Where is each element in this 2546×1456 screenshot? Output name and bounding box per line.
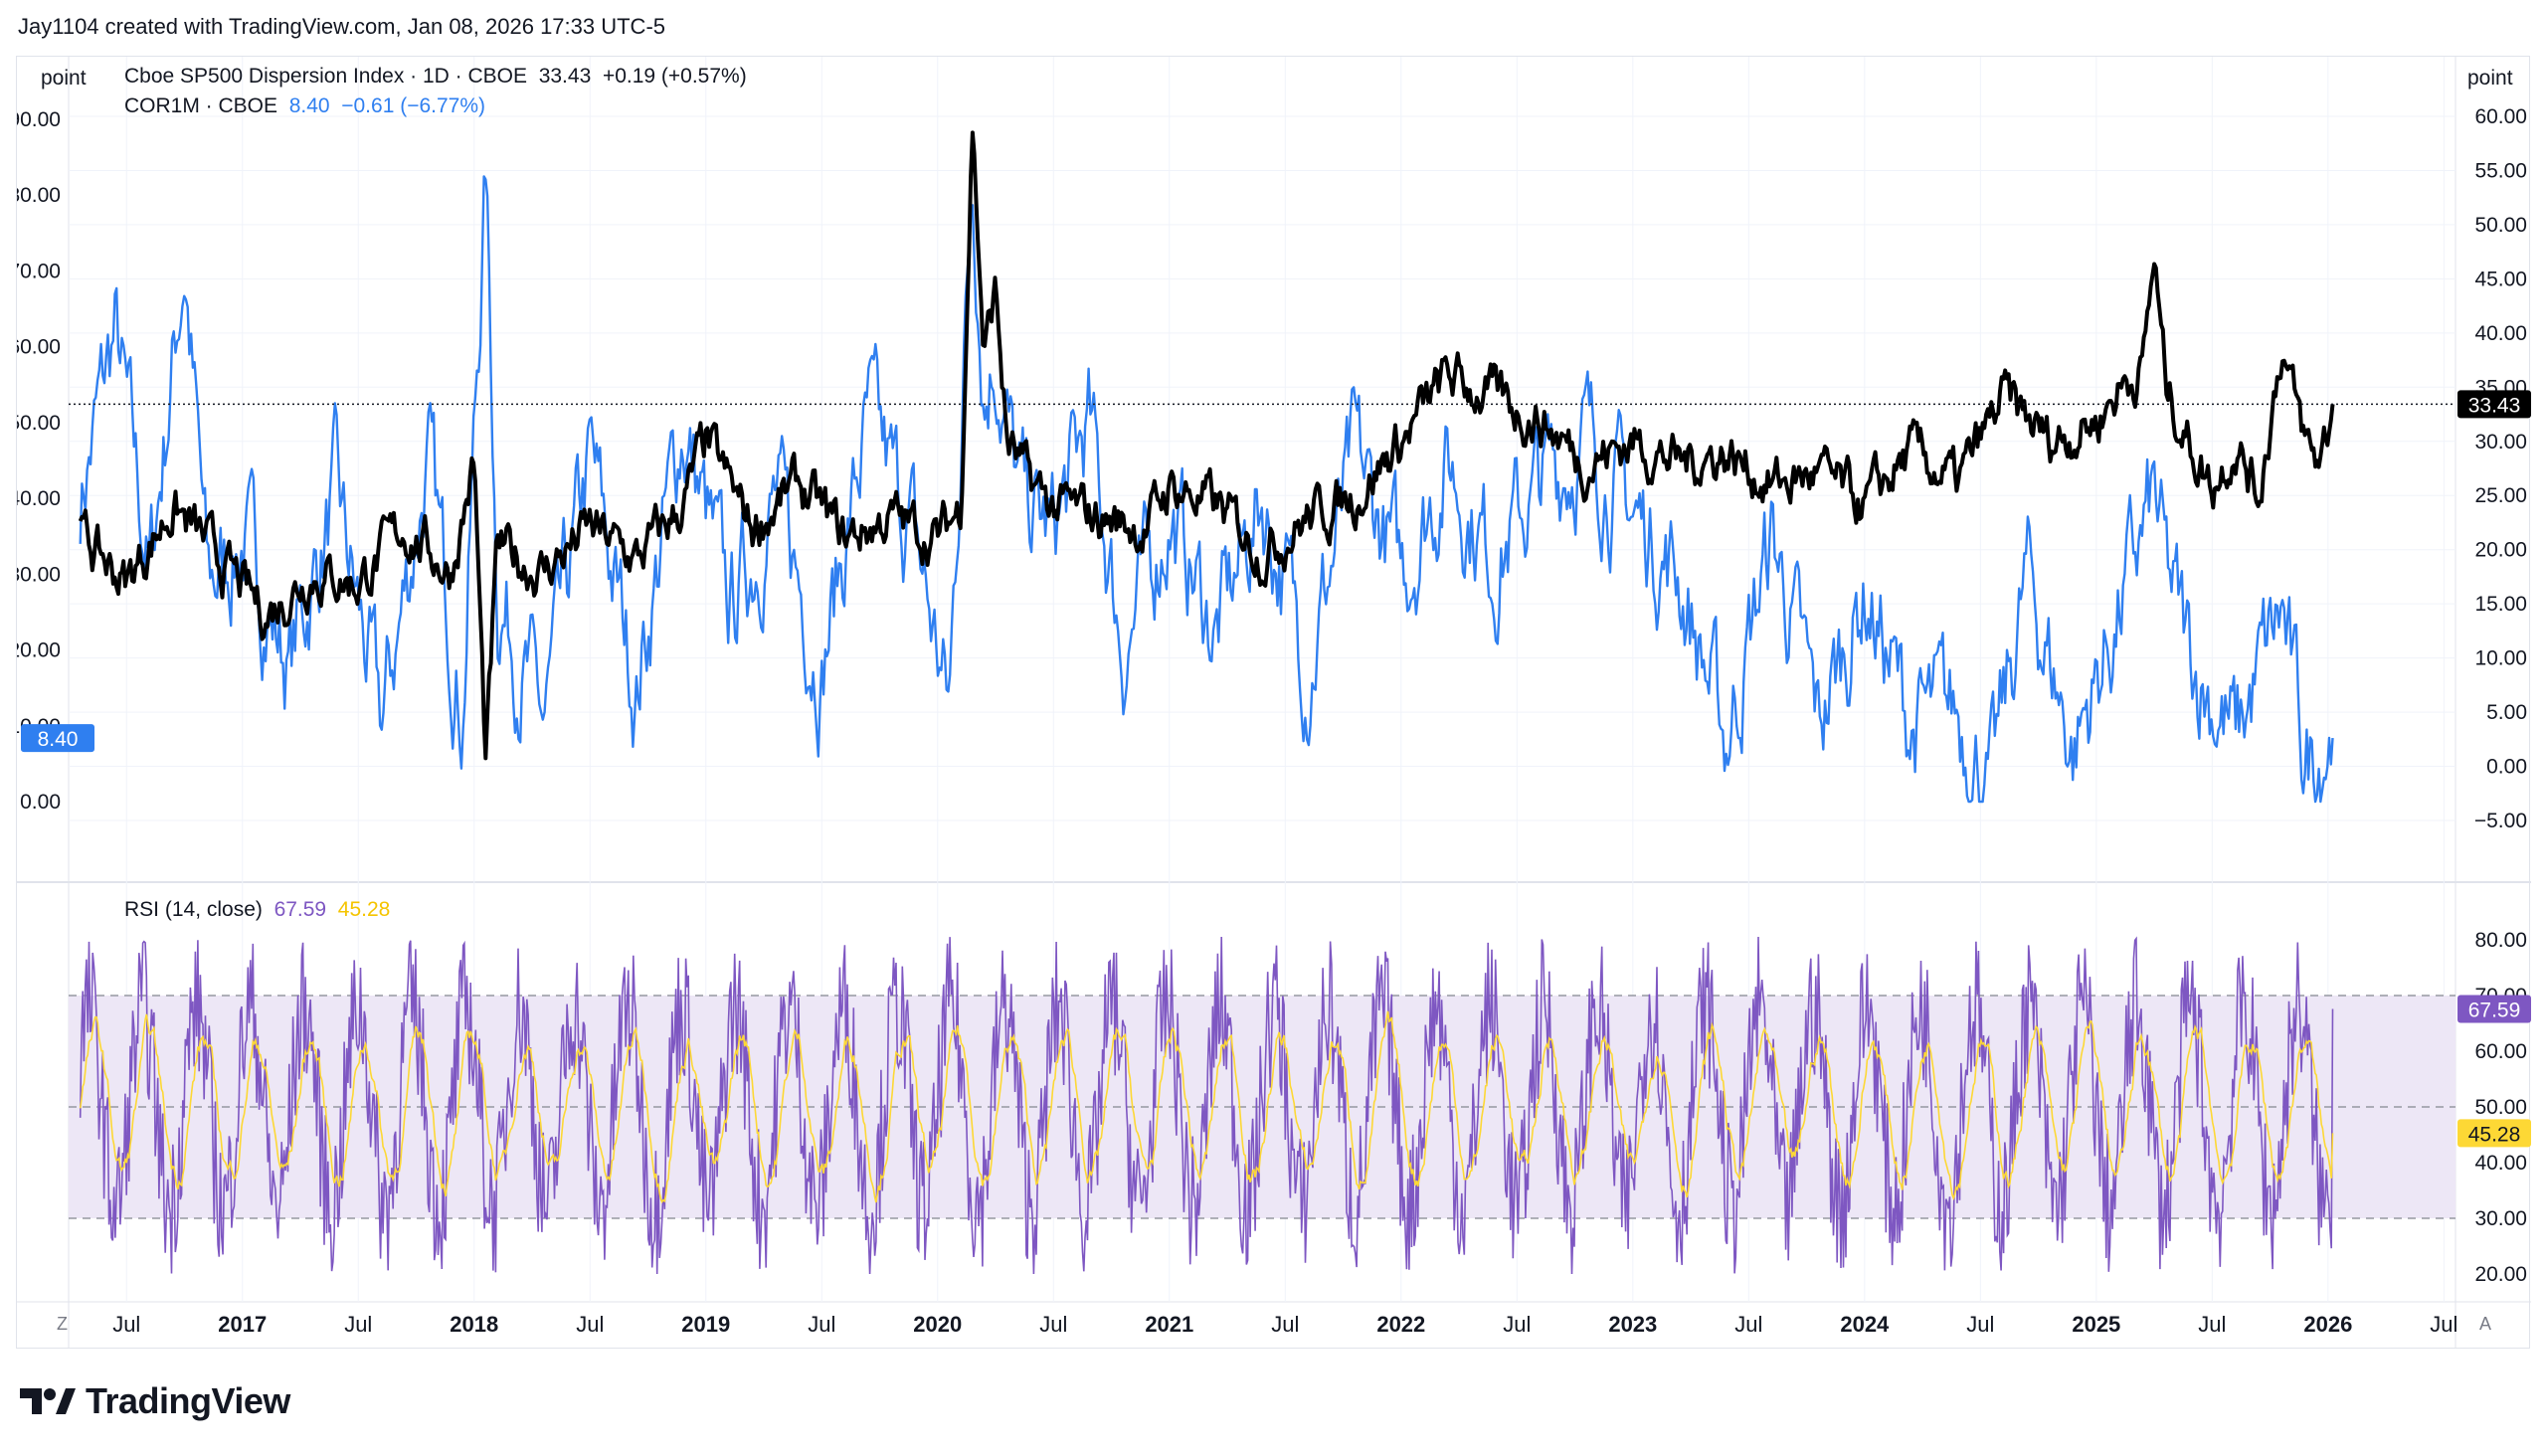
- rsi-last-badge: [2457, 995, 2531, 1023]
- time-axis-label: 2025: [2072, 1312, 2120, 1337]
- legend-rsi[interactable]: RSI (14, close) 67.59 45.28: [124, 898, 390, 922]
- left-axis-tick-label: 40.00: [17, 487, 61, 510]
- right-axis-tick-label: 40.00: [2474, 322, 2527, 345]
- time-axis-label: 2018: [450, 1312, 498, 1337]
- right-axis-tick-label: 5.00: [2486, 701, 2527, 724]
- legend-second-value: 8.40: [288, 94, 330, 117]
- legend-second-change: −0.61 (−6.77%): [341, 94, 485, 117]
- time-axis-label: 2019: [681, 1312, 730, 1337]
- legend-rsi-value: 67.59: [273, 898, 327, 921]
- right-axis-tick-label: 0.00: [2486, 756, 2527, 779]
- time-axis-label: Jul: [1966, 1312, 1994, 1337]
- legend-second-name: COR1M · CBOE: [124, 94, 278, 117]
- rsi-axis-tick-label: 20.00: [2474, 1263, 2527, 1286]
- right-axis-tick-label: 55.00: [2474, 159, 2527, 182]
- left-axis-tick-label: 50.00: [17, 412, 61, 435]
- right-axis-tick-label: 15.00: [2474, 593, 2527, 616]
- legend-rsi-ma-value: 45.28: [337, 898, 391, 921]
- time-axis-label: Jul: [344, 1312, 372, 1337]
- legend-second[interactable]: COR1M · CBOE 8.40 −0.61 (−6.77%): [124, 94, 485, 118]
- rsi-axis-tick-label: 60.00: [2474, 1040, 2527, 1063]
- rsi-axis-tick-label: 30.00: [2474, 1207, 2527, 1230]
- time-axis-label: Jul: [576, 1312, 604, 1337]
- time-axis-label: 2022: [1376, 1312, 1425, 1337]
- auto-scale-button[interactable]: A: [2479, 1314, 2492, 1334]
- right-axis-tick-label: 60.00: [2474, 105, 2527, 128]
- rsi-last-badge-text: 67.59: [2468, 999, 2521, 1021]
- left-axis-tick-label: 0.00: [20, 791, 61, 814]
- time-axis-label: 2026: [2303, 1312, 2352, 1337]
- time-axis-label: Jul: [808, 1312, 835, 1337]
- rsi-ma-last-badge: [2457, 1119, 2531, 1148]
- right-axis-tick-label: 20.00: [2474, 539, 2527, 562]
- rsi-axis-tick-label: 50.00: [2474, 1096, 2527, 1119]
- time-axis-label: Jul: [1734, 1312, 1762, 1337]
- time-axis-label: 2024: [1840, 1312, 1890, 1337]
- left-axis-tick-label: 30.00: [17, 563, 61, 586]
- tradingview-logo[interactable]: TradingView: [20, 1380, 290, 1422]
- dispersion-line: [78, 130, 2335, 761]
- legend-rsi-name: RSI (14, close): [124, 898, 263, 921]
- time-axis-label: 2021: [1145, 1312, 1193, 1337]
- left-unit-label: point: [41, 67, 87, 90]
- time-axis-label: Jul: [2198, 1312, 2226, 1337]
- cor1m-line: [79, 175, 2334, 804]
- time-axis-label: Jul: [1503, 1312, 1531, 1337]
- time-axis-label: Jul: [2430, 1312, 2457, 1337]
- time-axis-label: 2020: [913, 1312, 962, 1337]
- rsi-axis-tick-label: 80.00: [2474, 929, 2527, 952]
- legend-main[interactable]: Cboe SP500 Dispersion Index · 1D · CBOE …: [124, 65, 747, 89]
- right-axis-tick-label: 10.00: [2474, 647, 2527, 670]
- tradingview-logo-icon: [20, 1388, 76, 1414]
- rsi-line: [79, 936, 2334, 1275]
- cor1m-last-badge-text: 8.40: [38, 728, 79, 751]
- cor1m-last-badge: [21, 724, 94, 753]
- left-axis-tick-label: 80.00: [17, 184, 61, 207]
- dispersion-last-badge: [2457, 390, 2531, 419]
- dispersion-last-badge-text: 33.43: [2468, 394, 2521, 417]
- rsi-ma-last-badge-text: 45.28: [2468, 1123, 2521, 1146]
- chart-frame[interactable]: 60.00 55.00 50.00 45.00 40.00 35.00 30.00 25.00…: [16, 56, 2531, 1350]
- left-axis-tick-label: 90.00: [17, 108, 61, 131]
- rsi-axis-tick-label: 40.00: [2474, 1152, 2527, 1175]
- time-axis-label: Jul: [112, 1312, 140, 1337]
- right-axis-tick-label: 30.00: [2474, 431, 2527, 454]
- legend-main-change: +0.19 (+0.57%): [602, 65, 747, 88]
- right-axis-tick-label: 50.00: [2474, 214, 2527, 237]
- time-axis-label: 2017: [218, 1312, 267, 1337]
- right-axis-tick-label: 25.00: [2474, 484, 2527, 507]
- rsi-ma-line: [79, 1010, 2334, 1204]
- left-axis-tick-label: 20.00: [17, 639, 61, 662]
- log-scale-button[interactable]: Z: [57, 1314, 68, 1334]
- time-axis-label: Jul: [1271, 1312, 1299, 1337]
- legend-main-name: Cboe SP500 Dispersion Index · 1D · CBOE: [124, 65, 528, 88]
- time-axis-label: Jul: [1039, 1312, 1067, 1337]
- time-axis-label: 2023: [1608, 1312, 1657, 1337]
- right-axis-tick-label: −5.00: [2474, 810, 2527, 832]
- chart-caption: Jay1104 created with TradingView.com, Ja…: [18, 14, 666, 39]
- left-axis-tick-label: 70.00: [17, 260, 61, 282]
- chart-svg[interactable]: 60.0055.0050.0045.0040.0035.0030.0025.00…: [17, 57, 2531, 1350]
- legend-main-value: 33.43: [538, 65, 592, 88]
- right-unit-label: point: [2467, 67, 2513, 90]
- left-axis-tick-label: 60.00: [17, 336, 61, 359]
- tradingview-logo-text: TradingView: [86, 1380, 290, 1421]
- right-axis-tick-label: 45.00: [2474, 268, 2527, 290]
